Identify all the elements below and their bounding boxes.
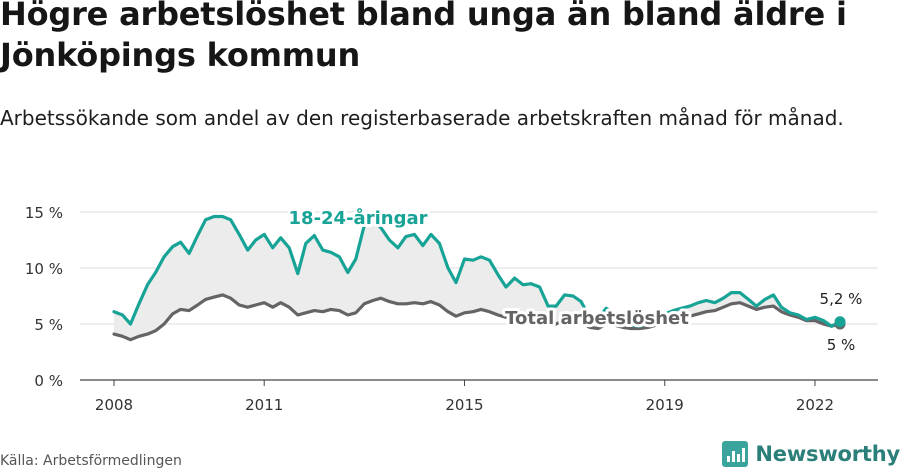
- brand-name: Newsworthy: [755, 442, 900, 466]
- x-tick-label: 2019: [646, 396, 684, 414]
- series-label-total: Total arbetslöshet: [505, 308, 689, 329]
- series-line-total: [112, 293, 842, 342]
- y-tick-label: 15 %: [25, 204, 63, 222]
- bar-chart-logo-icon: [722, 441, 749, 467]
- y-tick-label: 0 %: [34, 372, 63, 390]
- x-tick-label: 2011: [245, 396, 283, 414]
- x-tick-label: 2008: [95, 396, 133, 414]
- y-tick-label: 5 %: [34, 316, 63, 334]
- series-label-youth: 18-24-åringar: [289, 207, 428, 229]
- series-gap-band: [114, 216, 840, 340]
- series-endpoint-youth: [834, 316, 846, 328]
- x-tick-label: 2015: [445, 396, 483, 414]
- chart-subtitle: Arbetssökande som andel av den registerb…: [0, 106, 844, 130]
- x-tick-label: 2022: [796, 396, 834, 414]
- y-tick-label: 10 %: [25, 260, 63, 278]
- chart-title: Högre arbetslöshet bland unga än bland ä…: [0, 0, 847, 74]
- end-value-label-youth: 5,2 %: [820, 290, 863, 308]
- brand[interactable]: Newsworthy: [722, 441, 900, 467]
- source-note: Källa: Arbetsförmedlingen: [0, 453, 182, 469]
- end-value-label-total: 5 %: [827, 336, 856, 354]
- series-line-youth: [112, 214, 842, 328]
